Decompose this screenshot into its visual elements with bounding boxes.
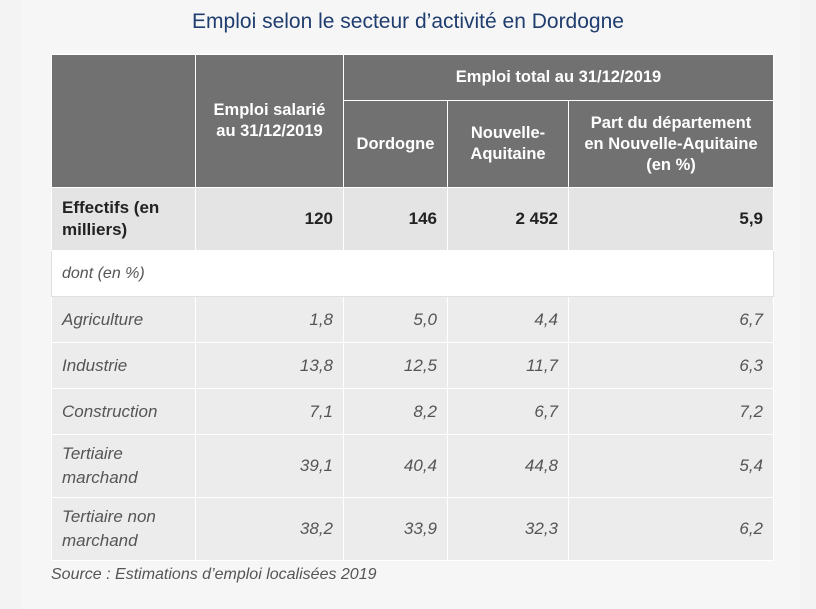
cell-value: 6,7 — [567, 296, 775, 343]
row-label: Tertiaire non marchand — [51, 497, 196, 561]
header-emploi-total-group: Emploi total au 31/12/2019 — [342, 54, 775, 101]
table-row: Tertiaire non marchand 38,2 33,9 32,3 6,… — [51, 497, 775, 561]
source-note: Source : Estimations d’emploi localisées… — [51, 566, 377, 583]
dont-label: dont (en %) — [50, 250, 775, 297]
cell-value: 1,8 — [195, 296, 344, 343]
cell-value: 13,8 — [195, 342, 344, 389]
cell-value: 40,4 — [343, 434, 448, 498]
cell-value: 146 — [343, 187, 448, 251]
cell-value: 120 — [195, 187, 344, 251]
header-emploi-salarie: Emploi salarié au 31/12/2019 — [195, 54, 344, 188]
cell-value: 2 452 — [447, 187, 569, 251]
table-row: Construction 7,1 8,2 6,7 7,2 — [51, 388, 775, 435]
table-row-effectifs: Effectifs (en milliers) 120 146 2 452 5,… — [51, 187, 775, 251]
cell-value: 39,1 — [195, 434, 344, 498]
cell-value: 33,9 — [343, 497, 448, 561]
cell-value: 5,0 — [343, 296, 448, 343]
cell-value: 38,2 — [195, 497, 344, 561]
table-row-dont: dont (en %) — [50, 250, 775, 297]
cell-value: 44,8 — [447, 434, 569, 498]
cell-value: 6,3 — [567, 342, 775, 389]
table-row: Agriculture 1,8 5,0 4,4 6,7 — [51, 296, 775, 343]
row-label: Effectifs (en milliers) — [51, 187, 196, 251]
cell-value: 4,4 — [447, 296, 569, 343]
header-part-departement: Part du département en Nouvelle-Aquitain… — [567, 100, 775, 188]
row-label: Agriculture — [51, 296, 196, 343]
cell-value: 8,2 — [343, 388, 448, 435]
cell-value: 32,3 — [447, 497, 569, 561]
header-dordogne: Dordogne — [343, 100, 448, 188]
header-nouvelle-aquitaine: Nouvelle-Aquitaine — [447, 100, 569, 188]
table-row: Tertiaire marchand 39,1 40,4 44,8 5,4 — [51, 434, 775, 498]
cell-value: 7,2 — [567, 388, 775, 435]
cell-value: 12,5 — [343, 342, 448, 389]
header-empty-cell — [51, 54, 196, 188]
cell-value: 6,2 — [567, 497, 775, 561]
cell-value: 11,7 — [447, 342, 569, 389]
table-row: Industrie 13,8 12,5 11,7 6,3 — [51, 342, 775, 389]
row-label: Construction — [51, 388, 196, 435]
row-label: Tertiaire marchand — [51, 434, 196, 498]
cell-value: 6,7 — [447, 388, 569, 435]
cell-value: 5,4 — [567, 434, 775, 498]
page-title: Emploi selon le secteur d’activité en Do… — [192, 10, 624, 33]
cell-value: 7,1 — [195, 388, 344, 435]
employment-table: Emploi salarié au 31/12/2019 Emploi tota… — [50, 54, 775, 561]
cell-value: 5,9 — [567, 187, 775, 251]
row-label: Industrie — [51, 342, 196, 389]
